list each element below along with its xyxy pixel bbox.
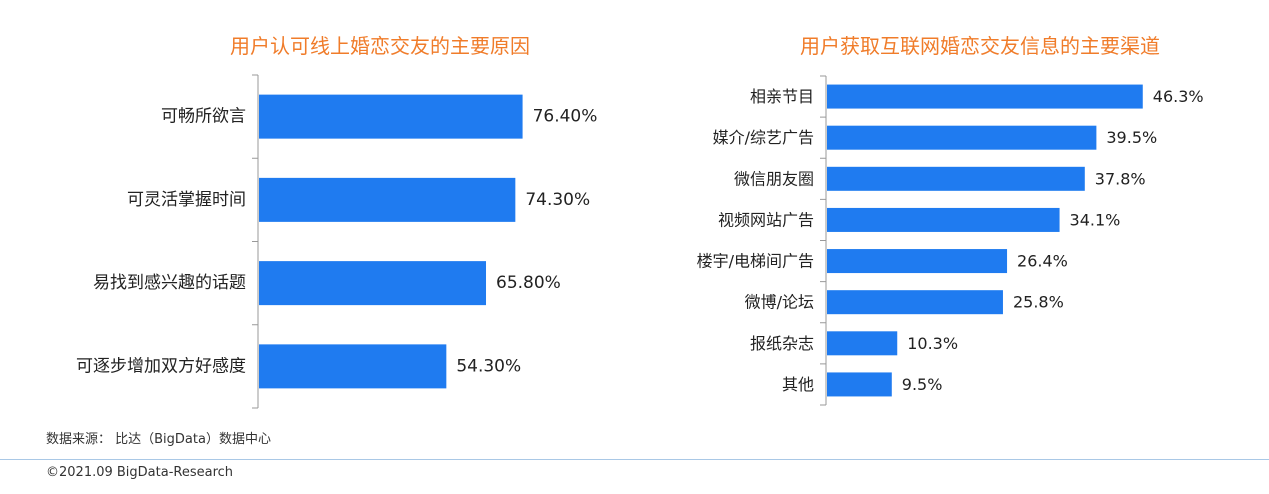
right-data-label: 39.5% bbox=[1106, 128, 1157, 147]
left-category-label: 可畅所欲言 bbox=[161, 107, 246, 127]
right-data-label: 25.8% bbox=[1013, 293, 1064, 312]
right-chart-title: 用户获取互联网婚恋交友信息的主要渠道 bbox=[800, 34, 1160, 58]
right-bar bbox=[827, 166, 1085, 191]
left-category-label: 易找到感兴趣的话题 bbox=[93, 273, 246, 293]
left-chart-title: 用户认可线上婚恋交友的主要原因 bbox=[230, 34, 530, 58]
copyright-text: ©2021.09 BigData-Research bbox=[46, 465, 234, 480]
right-data-label: 46.3% bbox=[1153, 87, 1204, 106]
footer-divider bbox=[0, 459, 1269, 460]
left-bar bbox=[259, 261, 487, 306]
right-bar bbox=[827, 249, 1008, 274]
left-data-label: 74.30% bbox=[525, 190, 590, 210]
left-category-label: 可逐步增加双方好感度 bbox=[76, 356, 246, 376]
right-bar bbox=[827, 84, 1143, 109]
right-category-label: 微信朋友圈 bbox=[734, 169, 814, 188]
right-category-label: 楼宇/电梯间广告 bbox=[697, 252, 814, 271]
right-data-label: 26.4% bbox=[1017, 252, 1068, 271]
right-data-label: 10.3% bbox=[907, 334, 958, 353]
right-data-label: 9.5% bbox=[902, 375, 943, 394]
left-bar bbox=[259, 94, 523, 139]
right-category-label: 相亲节目 bbox=[750, 87, 814, 106]
right-category-label: 报纸杂志 bbox=[750, 334, 814, 353]
right-category-label: 其他 bbox=[782, 375, 814, 394]
left-data-label: 65.80% bbox=[496, 273, 561, 293]
right-bar bbox=[827, 207, 1060, 232]
right-bar bbox=[827, 290, 1003, 315]
left-category-label: 可灵活掌握时间 bbox=[127, 190, 246, 210]
right-category-label: 微博/论坛 bbox=[745, 293, 814, 312]
left-data-label: 76.40% bbox=[533, 107, 598, 127]
left-bar bbox=[259, 177, 516, 222]
right-bar bbox=[827, 125, 1097, 150]
right-data-label: 37.8% bbox=[1095, 169, 1146, 188]
data-source-note: 数据来源： 比达（BigData）数据中心 bbox=[46, 432, 271, 447]
right-data-label: 34.1% bbox=[1070, 210, 1121, 229]
right-bar bbox=[827, 372, 892, 397]
right-bar bbox=[827, 331, 898, 356]
right-category-label: 视频网站广告 bbox=[718, 210, 814, 229]
left-bar bbox=[259, 344, 447, 389]
right-category-label: 媒介/综艺广告 bbox=[713, 128, 814, 147]
left-data-label: 54.30% bbox=[456, 356, 521, 376]
